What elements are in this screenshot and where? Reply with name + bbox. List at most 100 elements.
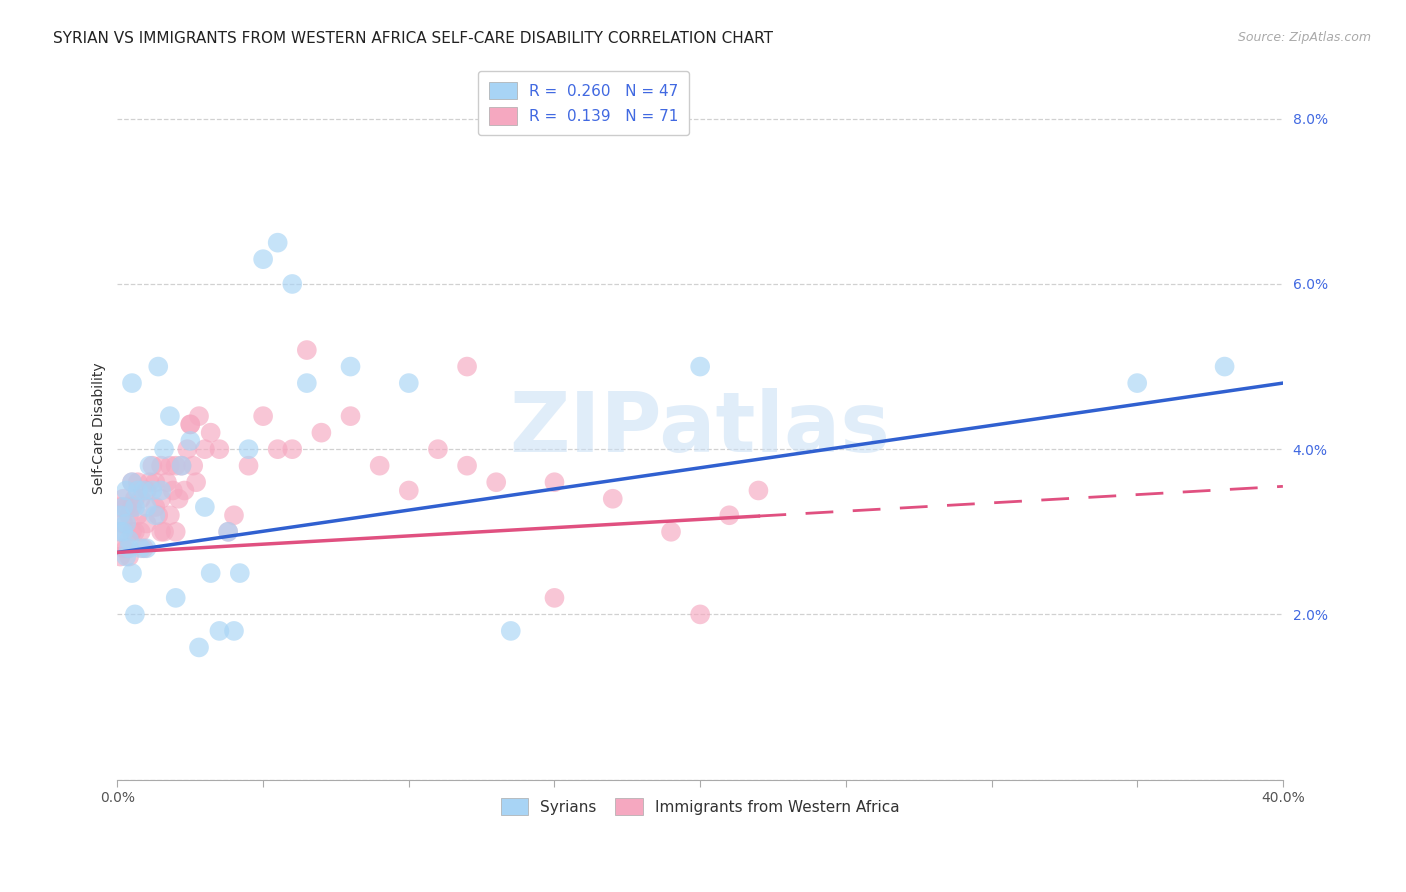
Point [135,541,157,556]
Point [127,508,149,523]
Point [143,475,166,490]
Point [747,483,769,498]
Point [112,524,135,539]
Point [124,524,146,539]
Point [121,475,143,490]
Point [115,541,138,556]
Point [718,508,741,523]
Point [165,591,187,605]
Point [127,483,149,498]
Point [217,524,239,539]
Point [124,491,146,506]
Point [127,475,149,490]
Text: ZIPatlas: ZIPatlas [509,388,890,469]
Point [689,359,711,374]
Point [141,458,163,473]
Point [485,475,508,490]
Point [217,524,239,539]
Point [118,541,141,556]
Point [124,500,146,514]
Point [499,624,522,638]
Point [368,458,391,473]
Point [129,541,152,556]
Point [138,475,160,490]
Point [143,508,166,523]
Point [110,524,132,539]
Point [602,491,624,506]
Point [188,409,211,424]
Point [112,541,135,556]
Point [153,524,176,539]
Point [148,359,170,374]
Point [179,417,201,432]
Point [295,343,318,357]
Point [121,566,143,580]
Point [281,277,304,291]
Point [398,483,420,498]
Point [689,607,711,622]
Point [138,458,160,473]
Y-axis label: Self-Care Disability: Self-Care Disability [93,363,107,494]
Point [167,491,190,506]
Point [181,458,204,473]
Point [143,500,166,514]
Point [110,549,132,564]
Point [110,524,132,539]
Point [150,524,173,539]
Point [1213,359,1236,374]
Point [135,483,157,498]
Point [159,458,181,473]
Point [148,508,170,523]
Point [110,500,132,514]
Point [110,508,132,523]
Point [150,458,173,473]
Point [398,376,420,390]
Point [162,483,184,498]
Point [339,359,361,374]
Point [150,483,173,498]
Point [238,458,260,473]
Point [543,591,565,605]
Point [115,483,138,498]
Point [456,458,478,473]
Point [165,458,187,473]
Point [112,500,135,514]
Point [124,607,146,622]
Point [121,500,143,514]
Point [112,516,135,531]
Point [543,475,565,490]
Point [184,475,207,490]
Point [295,376,318,390]
Point [208,624,231,638]
Point [159,409,181,424]
Point [176,442,198,457]
Point [129,524,152,539]
Point [118,549,141,564]
Point [115,500,138,514]
Point [1126,376,1149,390]
Point [188,640,211,655]
Point [179,434,201,448]
Point [153,442,176,457]
Text: Source: ZipAtlas.com: Source: ZipAtlas.com [1237,31,1371,45]
Point [311,425,333,440]
Point [659,524,682,539]
Point [121,524,143,539]
Point [135,500,157,514]
Point [170,458,193,473]
Point [121,475,143,490]
Text: SYRIAN VS IMMIGRANTS FROM WESTERN AFRICA SELF-CARE DISABILITY CORRELATION CHART: SYRIAN VS IMMIGRANTS FROM WESTERN AFRICA… [53,31,773,46]
Point [229,566,252,580]
Point [222,508,245,523]
Point [194,500,217,514]
Point [141,483,163,498]
Point [150,491,173,506]
Point [159,508,181,523]
Point [267,442,290,457]
Point [238,442,260,457]
Point [115,516,138,531]
Point [118,533,141,547]
Point [121,376,143,390]
Point [267,235,290,250]
Point [179,417,201,432]
